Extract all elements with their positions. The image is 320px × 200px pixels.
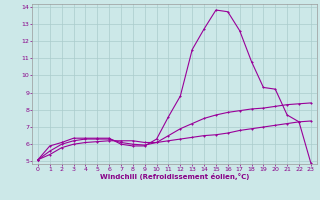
X-axis label: Windchill (Refroidissement éolien,°C): Windchill (Refroidissement éolien,°C) bbox=[100, 173, 249, 180]
